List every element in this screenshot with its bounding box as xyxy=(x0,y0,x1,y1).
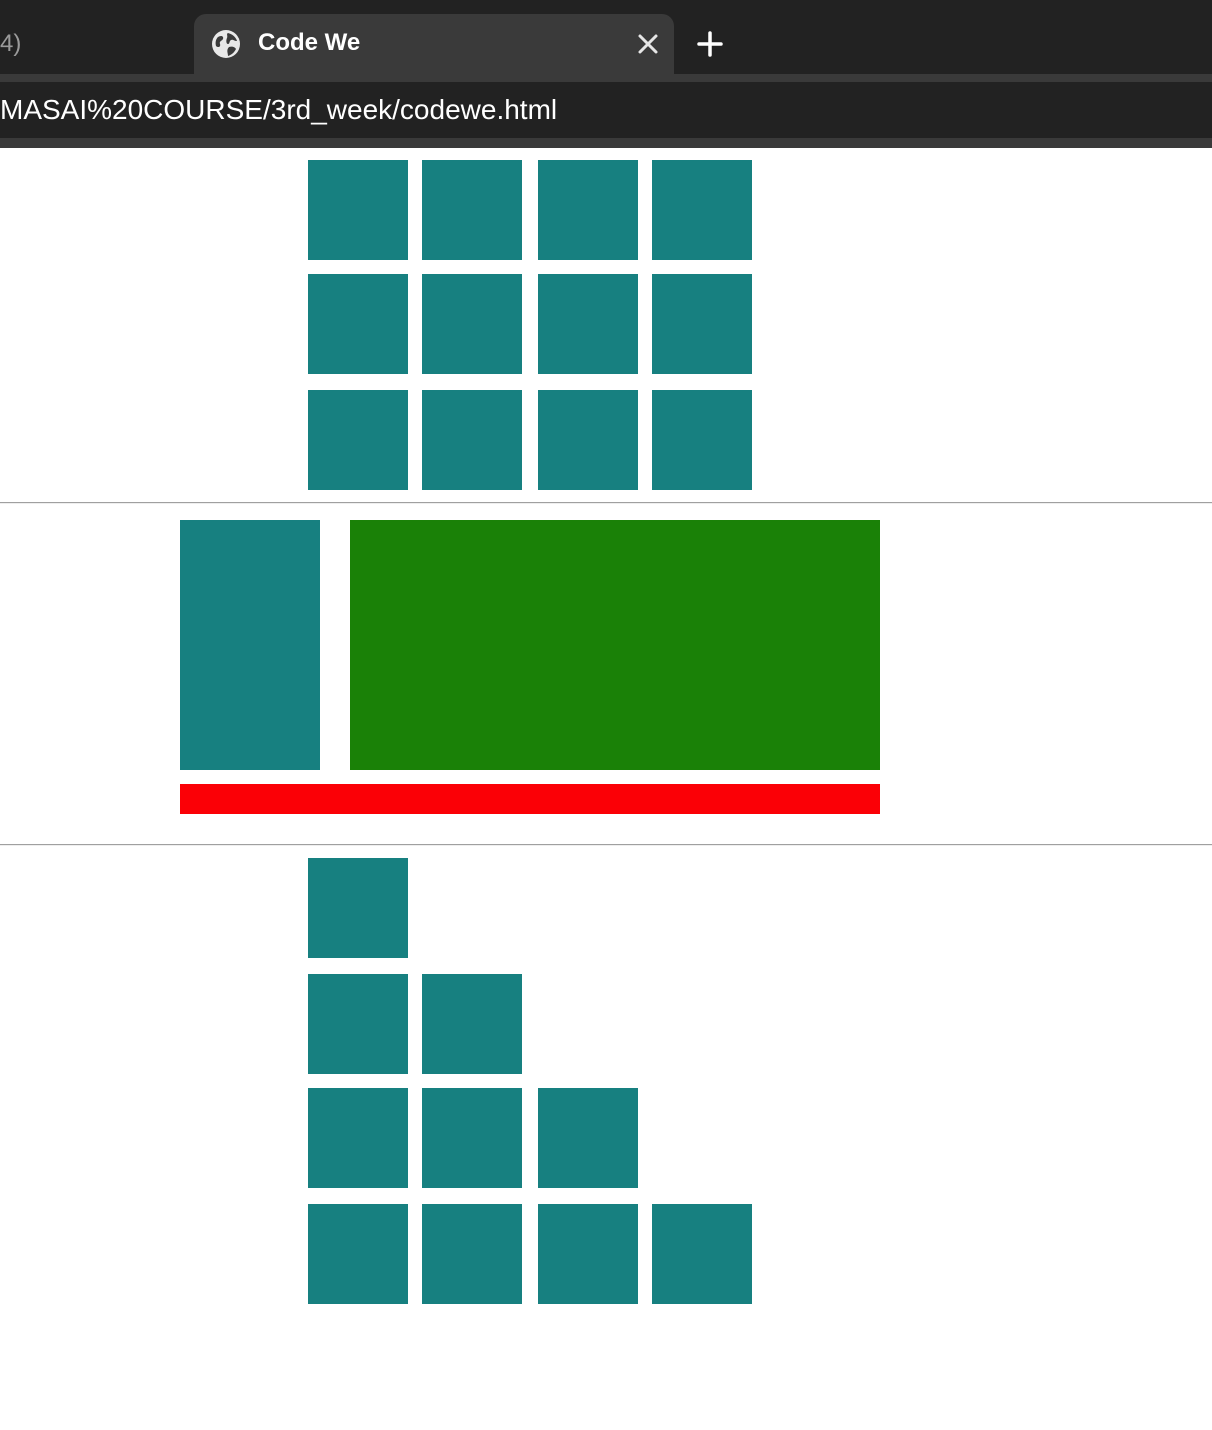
grid-box xyxy=(538,274,638,374)
horizontal-rule xyxy=(0,502,1212,504)
grid-box xyxy=(422,390,522,490)
address-bar[interactable]: MASAI%20COURSE/3rd_week/codewe.html xyxy=(0,82,1212,138)
tab-title: Code We xyxy=(258,29,361,56)
toolbar-divider xyxy=(0,74,1212,82)
stair-box xyxy=(652,1204,752,1304)
globe-icon xyxy=(212,30,240,58)
toolbar-bottom-edge xyxy=(0,138,1212,148)
grid-box xyxy=(538,390,638,490)
grid-box xyxy=(652,160,752,260)
grid-box xyxy=(422,274,522,374)
grid-box xyxy=(308,160,408,260)
stair-box xyxy=(308,858,408,958)
grid-box xyxy=(308,390,408,490)
sidebar-block xyxy=(180,520,320,770)
horizontal-rule xyxy=(0,844,1212,846)
stair-box xyxy=(422,1088,522,1188)
content-block xyxy=(350,520,880,770)
grid-box xyxy=(308,274,408,374)
stair-box xyxy=(308,974,408,1074)
stair-box xyxy=(422,1204,522,1304)
stair-box xyxy=(538,1204,638,1304)
active-tab[interactable]: Code We xyxy=(194,14,674,74)
grid-box xyxy=(538,160,638,260)
close-icon[interactable] xyxy=(634,30,662,58)
page-viewport xyxy=(0,148,1212,1430)
stair-box xyxy=(538,1088,638,1188)
grid-box xyxy=(422,160,522,260)
stair-box xyxy=(422,974,522,1074)
address-url[interactable]: MASAI%20COURSE/3rd_week/codewe.html xyxy=(0,94,558,125)
grid-box xyxy=(652,390,752,490)
browser-chrome: 4) Code We MASAI%20COURSE/3rd_week/codew… xyxy=(0,0,1212,148)
stair-box xyxy=(308,1088,408,1188)
previous-tab[interactable]: 4) xyxy=(0,30,22,57)
footer-bar xyxy=(180,784,880,814)
grid-box xyxy=(652,274,752,374)
plus-icon[interactable] xyxy=(694,28,726,60)
tab-strip: 4) Code We xyxy=(0,0,1212,74)
stair-box xyxy=(308,1204,408,1304)
